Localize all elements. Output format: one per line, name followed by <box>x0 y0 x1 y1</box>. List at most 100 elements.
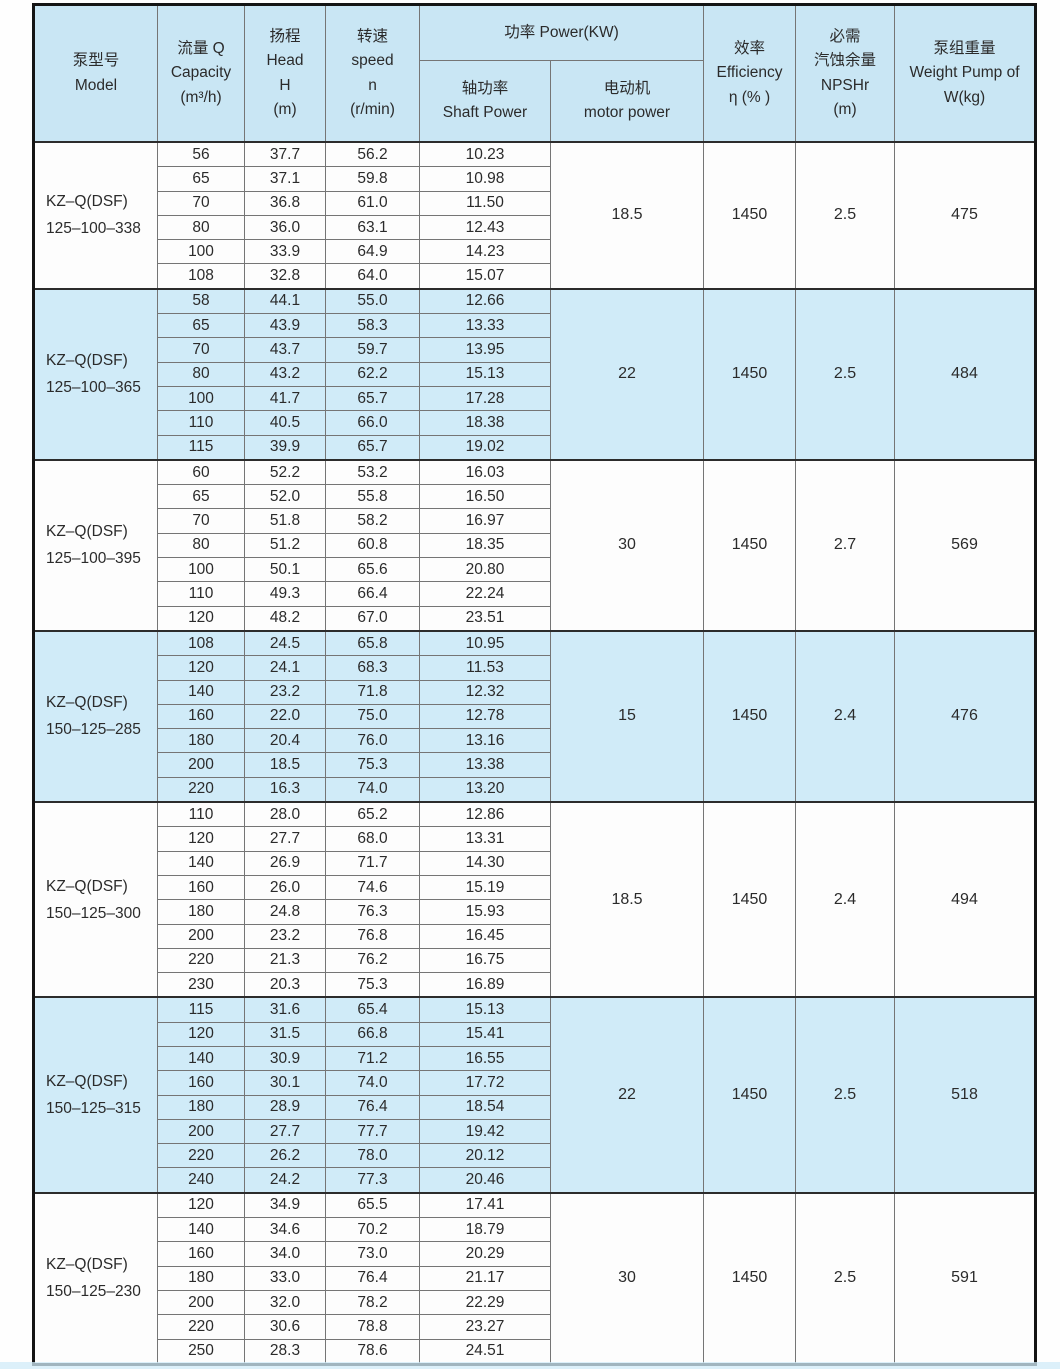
speed-cell: 73.0 <box>325 1241 420 1267</box>
shaft-power-cell: 17.28 <box>419 385 551 412</box>
capacity-cell: 65 <box>157 484 245 510</box>
table-row: KZ–Q(DSF) 150–125–285 108 24.5 65.8 10.95 15 14… <box>33 629 1037 803</box>
speed-cell: 65.7 <box>325 434 420 461</box>
table-row: 200 18.5 75.3 13.38 <box>34 752 1036 778</box>
shaft-power-cell: 12.66 <box>419 287 551 315</box>
head-cell: 18.5 <box>244 752 326 778</box>
weight-cell: 475 <box>894 141 1037 290</box>
speed-cell: 61.0 <box>325 190 420 216</box>
model-cell: KZ–Q(DSF) 125–100–338 <box>33 141 158 290</box>
head-cell: 48.2 <box>244 605 326 632</box>
capacity-cell: 100 <box>157 385 245 412</box>
speed-cell: 65.6 <box>325 557 420 583</box>
model-line1: KZ–Q(DSF) <box>46 877 128 895</box>
capacity-cell: 120 <box>157 1191 245 1219</box>
head-cell: 36.0 <box>244 214 326 241</box>
header-capacity-en: Capacity <box>170 64 232 82</box>
efficiency-cell: 1450 <box>703 1191 797 1365</box>
table-row: 220 26.2 78.0 20.12 <box>34 1143 1036 1169</box>
header-npshr-unit: (m) <box>833 100 857 118</box>
shaft-power-cell: 16.89 <box>419 972 551 998</box>
table-row: 120 27.7 68.0 13.31 <box>34 826 1036 852</box>
shaft-power-cell: 14.23 <box>419 239 551 265</box>
header-efficiency-zh: 效率 <box>734 40 766 58</box>
speed-cell: 74.0 <box>325 776 420 803</box>
header-head-unit: (m) <box>273 100 297 118</box>
shaft-power-cell: 20.12 <box>419 1143 551 1169</box>
table-row: 140 30.9 71.2 16.55 <box>34 1045 1036 1072</box>
header-shaft-power-en: Shaft Power <box>442 104 528 121</box>
head-cell: 16.3 <box>244 776 326 803</box>
table-row: 70 51.8 58.2 16.97 <box>34 508 1036 534</box>
capacity-cell: 220 <box>157 1314 245 1340</box>
head-cell: 43.2 <box>244 361 326 387</box>
model-cell: KZ–Q(DSF) 150–125–285 <box>33 629 158 803</box>
header-head-symbol: H <box>279 76 291 94</box>
header-speed-symbol: n <box>368 76 377 94</box>
npshr-cell: 2.5 <box>795 287 896 461</box>
speed-cell: 59.8 <box>325 166 420 192</box>
head-cell: 51.8 <box>244 508 326 534</box>
capacity-cell: 108 <box>157 263 245 290</box>
model-cell: KZ–Q(DSF) 150–125–300 <box>33 801 158 998</box>
npshr-cell: 2.4 <box>795 801 896 998</box>
table-row: 110 40.5 66.0 18.38 <box>34 410 1036 436</box>
shaft-power-cell: 18.38 <box>419 410 551 436</box>
shaft-power-cell: 13.31 <box>419 826 551 852</box>
shaft-power-cell: 15.93 <box>419 899 551 925</box>
table-row: KZ–Q(DSF) 125–100–338 56 37.7 56.2 10.23 18.5 1… <box>33 141 1037 290</box>
table-row: 140 34.6 70.2 18.79 <box>34 1217 1036 1243</box>
head-cell: 24.2 <box>244 1167 326 1194</box>
table-row: KZ–Q(DSF) 150–125–230 120 34.9 65.5 17.41 30 14… <box>33 1191 1037 1365</box>
efficiency-cell: 1450 <box>703 996 797 1194</box>
speed-cell: 66.8 <box>325 1021 420 1047</box>
model-line1: KZ–Q(DSF) <box>46 1072 128 1090</box>
table-row: 200 32.0 78.2 22.29 <box>34 1289 1036 1316</box>
speed-cell: 64.0 <box>325 263 420 290</box>
head-cell: 52.0 <box>244 484 326 510</box>
capacity-cell: 140 <box>157 1217 245 1243</box>
model-line1: KZ–Q(DSF) <box>46 523 128 541</box>
efficiency-cell: 1450 <box>703 801 797 998</box>
shaft-power-cell: 20.46 <box>419 1167 551 1194</box>
capacity-cell: 160 <box>157 1070 245 1096</box>
shaft-power-cell: 12.78 <box>419 703 551 730</box>
head-cell: 32.0 <box>244 1289 326 1316</box>
capacity-cell: 60 <box>157 458 245 486</box>
head-cell: 37.7 <box>244 141 326 168</box>
head-cell: 40.5 <box>244 410 326 436</box>
motor-power-cell: 18.5 <box>549 141 705 290</box>
shaft-power-cell: 23.27 <box>419 1314 551 1340</box>
header-model-en: Model <box>74 76 118 94</box>
shaft-power-cell: 13.95 <box>419 337 551 363</box>
shaft-power-cell: 15.13 <box>419 996 551 1023</box>
model-cell: KZ–Q(DSF) 125–100–395 <box>33 458 158 632</box>
speed-cell: 77.3 <box>325 1167 420 1194</box>
capacity-cell: 120 <box>157 655 245 681</box>
table-row: 110 49.3 66.4 22.24 <box>34 581 1036 607</box>
table-row: 200 27.7 77.7 19.42 <box>34 1118 1036 1145</box>
table-row: 180 20.4 76.0 13.16 <box>34 728 1036 754</box>
model-line1: KZ–Q(DSF) <box>46 193 128 211</box>
head-cell: 41.7 <box>244 385 326 412</box>
shaft-power-cell: 16.55 <box>419 1045 551 1072</box>
speed-cell: 68.0 <box>325 826 420 852</box>
model-line2: 125–100–338 <box>46 220 141 238</box>
head-cell: 30.9 <box>244 1045 326 1072</box>
motor-power-cell: 18.5 <box>549 801 705 998</box>
header-capacity-zh: 流量 Q <box>177 40 225 58</box>
speed-cell: 64.9 <box>325 239 420 265</box>
model-cell: KZ–Q(DSF) 150–125–315 <box>33 996 158 1194</box>
shaft-power-cell: 10.98 <box>419 166 551 192</box>
head-cell: 33.0 <box>244 1265 326 1291</box>
capacity-cell: 160 <box>157 874 245 901</box>
speed-cell: 76.3 <box>325 899 420 925</box>
weight-cell: 494 <box>894 801 1037 998</box>
head-cell: 34.6 <box>244 1217 326 1243</box>
weight-cell: 569 <box>894 458 1037 632</box>
header-efficiency-symbol: η (% ) <box>728 88 771 106</box>
table-row: 120 31.5 66.8 15.41 <box>34 1021 1036 1047</box>
speed-cell: 78.6 <box>325 1338 420 1365</box>
head-cell: 36.8 <box>244 190 326 216</box>
model-line2: 125–100–365 <box>46 379 141 397</box>
